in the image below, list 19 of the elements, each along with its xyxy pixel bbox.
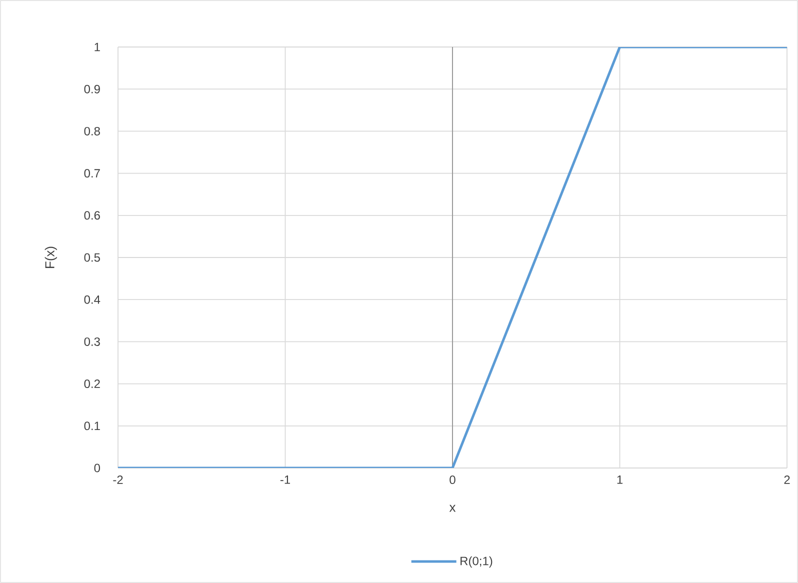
x-axis-title: x [449,504,456,512]
y-tick-label: 0.1 [84,422,100,430]
y-tick-label: 0.5 [84,253,100,262]
x-tick-label: 2 [784,476,790,484]
y-tick-label: 0.2 [84,380,100,388]
y-tick-label: 0.8 [84,126,100,136]
y-tick-label: 0.6 [84,211,100,220]
x-tick-label: -1 [280,476,290,484]
y-tick-label: 0.4 [84,295,100,304]
legend-label: R(0;1) [460,556,492,568]
y-tick-label: 0.9 [84,84,100,94]
x-tick-label: 1 [617,476,623,484]
y-tick-label: 1 [94,42,100,52]
y-axis-title: F(x) [44,246,57,268]
y-tick-label: 0.7 [84,169,100,178]
y-tick-label: 0 [94,464,100,472]
y-tick-label: 0.3 [84,337,100,346]
x-tick-label: -2 [113,476,123,484]
x-tick-label: 0 [450,476,456,484]
